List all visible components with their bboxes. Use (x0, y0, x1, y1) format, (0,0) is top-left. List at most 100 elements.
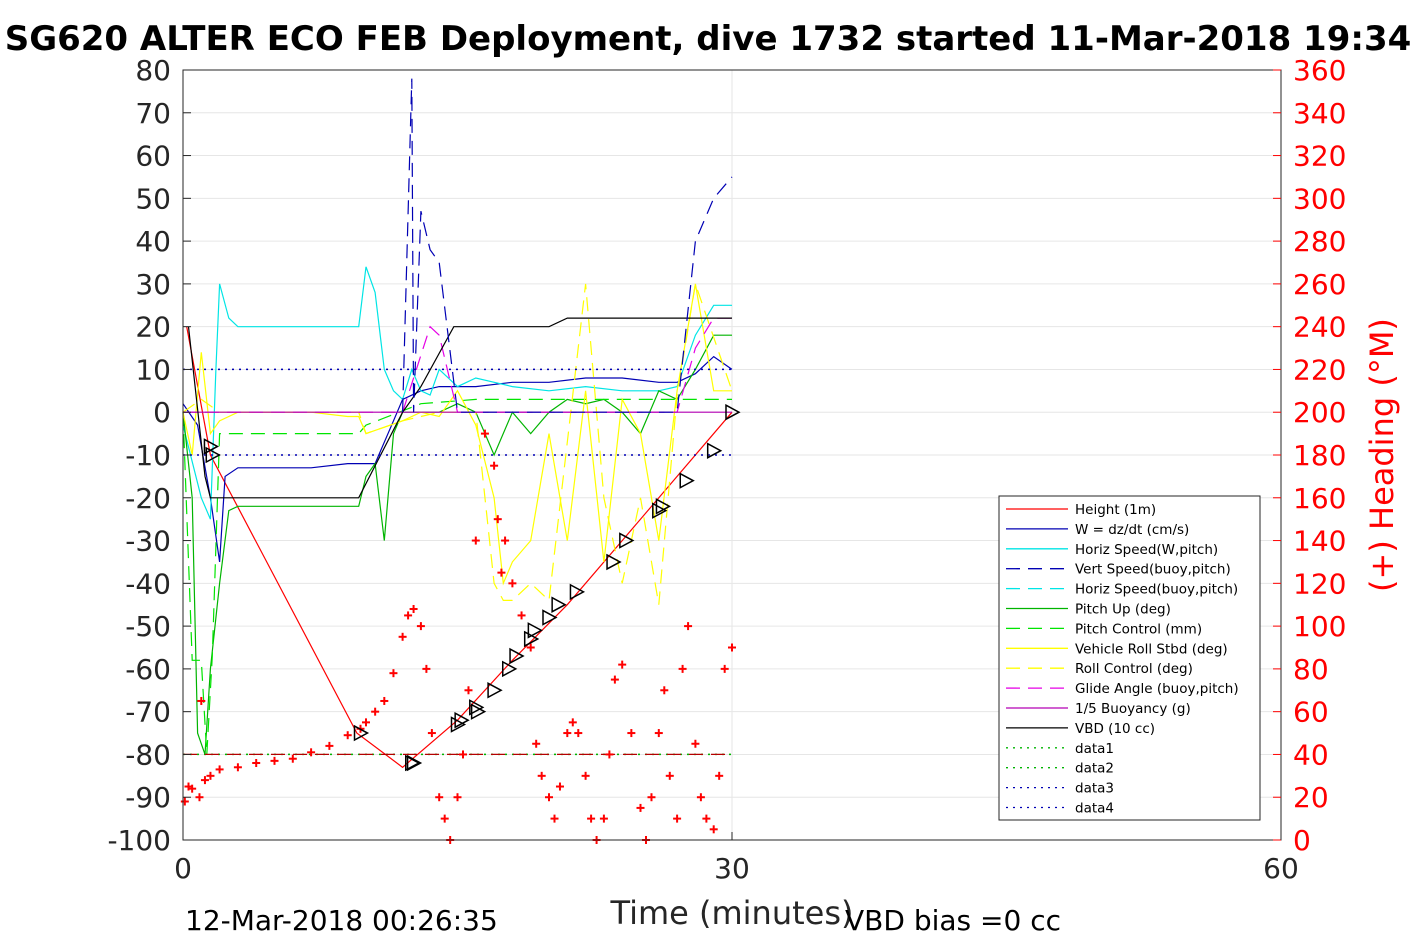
heading-point-62 (665, 771, 674, 780)
triangle-marker-21 (679, 472, 695, 489)
triangle-marker-16 (569, 583, 586, 601)
heading-point-43 (545, 793, 553, 802)
heading-point-30 (458, 750, 467, 759)
heading-point-26 (435, 793, 444, 802)
right-tick-label-16: 40 (1293, 738, 1329, 771)
heading-point-35 (493, 515, 502, 524)
heading-point-45 (555, 782, 564, 791)
series-line-6 (182, 283, 733, 605)
legend-label-9: Glide Angle (buoy,pitch) (1075, 681, 1239, 697)
heading-point-29 (453, 793, 462, 802)
right-tick-label-8: 200 (1293, 396, 1346, 429)
triangle-marker-3 (405, 754, 421, 772)
triangle-marker-5 (450, 716, 467, 733)
triangle-marker-9 (487, 682, 503, 699)
left-tick-label-12: -40 (125, 567, 171, 600)
left-tick-label-13: -50 (125, 610, 171, 643)
heading-point-54 (610, 675, 619, 684)
x-axis-label: Time (minutes) (610, 894, 854, 932)
left-tick-label-2: 60 (135, 140, 171, 173)
legend-label-2: Horiz Speed(W,pitch) (1075, 542, 1218, 558)
triangle-marker-7 (469, 699, 485, 716)
legend-label-3: Vert Speed(buoy,pitch) (1075, 562, 1231, 578)
heading-point-61 (660, 686, 669, 695)
triangle-marker-15 (551, 596, 567, 613)
heading-point-40 (526, 643, 535, 652)
series-line-4 (182, 398, 732, 755)
right-tick-label-9: 180 (1293, 439, 1346, 472)
triangle-marker-23 (725, 403, 741, 421)
right-tick-label-13: 100 (1293, 610, 1346, 643)
legend-label-15: data4 (1075, 801, 1114, 817)
left-tick-label-4: 40 (135, 225, 171, 258)
left-tick-label-18: -100 (107, 824, 171, 857)
heading-point-27 (440, 814, 449, 823)
triangle-marker-18 (619, 532, 635, 549)
right-tick-label-11: 140 (1293, 525, 1346, 558)
legend-label-11: VBD (10 cc) (1075, 721, 1155, 737)
heading-point-64 (678, 664, 687, 673)
heading-point-9 (252, 759, 261, 767)
axes-layer: 80706050403020100-10-20-30-40-50-60-70-8… (107, 54, 1346, 885)
heading-point-48 (574, 729, 583, 738)
heading-point-69 (709, 825, 718, 834)
heading-point-55 (618, 660, 627, 669)
heading-point-16 (362, 718, 370, 727)
heading-point-42 (537, 771, 546, 780)
legend-label-8: Roll Control (deg) (1075, 661, 1193, 677)
left-tick-label-5: 30 (135, 268, 171, 301)
heading-point-24 (422, 664, 431, 673)
series-line-1 (182, 355, 733, 562)
legend: Height (1m) W = dz/dt (cm/s) Horiz Speed(W… (998, 495, 1261, 821)
right-tick-label-18: 0 (1293, 824, 1311, 857)
triangle-marker-11 (509, 647, 525, 665)
triangle-marker-14 (542, 609, 558, 626)
legend-label-0: Height (1m) (1075, 502, 1156, 518)
footer-timestamp: 12-Mar-2018 00:26:35 (185, 904, 498, 937)
legend-label-5: Pitch Up (deg) (1075, 602, 1171, 618)
heading-point-50 (587, 814, 596, 823)
left-tick-label-9: -10 (125, 439, 171, 472)
legend-label-6: Pitch Control (mm) (1075, 621, 1202, 637)
left-tick-label-8: 0 (153, 396, 171, 429)
triangle-marker-17 (606, 553, 622, 571)
right-tick-label-15: 60 (1293, 696, 1329, 729)
heading-point-31 (464, 686, 473, 695)
heading-point-2 (188, 784, 197, 793)
x-tick-label-2: 60 (1263, 852, 1299, 885)
right-tick-label-5: 260 (1293, 268, 1346, 301)
legend-label-4: Horiz Speed(buoy,pitch) (1075, 582, 1238, 598)
heading-point-8 (233, 763, 242, 772)
heading-point-12 (307, 748, 316, 757)
legend-box (998, 495, 1261, 821)
marker-layer (180, 403, 741, 844)
heading-point-23 (416, 622, 425, 631)
heading-point-11 (288, 754, 297, 763)
heading-point-3 (195, 793, 204, 802)
triangle-marker-8 (470, 703, 487, 720)
heading-point-18 (380, 696, 389, 705)
heading-point-57 (636, 803, 645, 812)
heading-point-14 (343, 731, 352, 740)
left-tick-label-3: 50 (135, 182, 171, 215)
left-tick-label-14: -60 (125, 653, 171, 686)
heading-point-44 (550, 814, 559, 823)
heading-point-68 (702, 814, 711, 823)
heading-point-13 (325, 741, 334, 750)
heading-point-10 (270, 756, 279, 765)
heading-point-5 (200, 776, 209, 785)
x-tick-label-0: 0 (174, 852, 192, 885)
left-tick-label-6: 20 (135, 311, 171, 344)
legend-label-1: W = dz/dt (cm/s) (1075, 522, 1189, 538)
right-tick-label-7: 220 (1293, 353, 1346, 386)
right-tick-label-10: 160 (1293, 482, 1346, 515)
left-tick-label-17: -90 (125, 781, 171, 814)
triangle-marker-2 (353, 724, 370, 742)
heading-point-0 (180, 797, 189, 806)
heading-point-19 (389, 669, 398, 678)
heading-point-47 (568, 718, 577, 727)
heading-point-52 (599, 814, 608, 823)
heading-point-70 (715, 771, 724, 780)
triangle-marker-10 (501, 660, 518, 678)
